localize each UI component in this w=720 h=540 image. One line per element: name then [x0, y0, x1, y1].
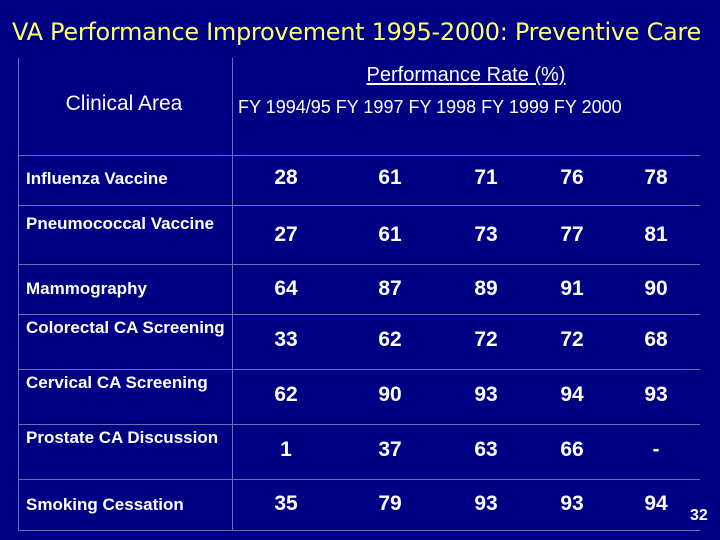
row-divider: [18, 424, 700, 425]
rate-cell: 35: [274, 492, 298, 515]
row-clinical-area: Influenza Vaccine: [26, 169, 168, 188]
row-divider: [18, 369, 700, 370]
row-divider: [18, 314, 700, 315]
row-clinical-area: Prostate CA Discussion: [26, 428, 219, 447]
rate-cell: 33: [274, 328, 298, 351]
slide-title: VA Performance Improvement 1995-2000: Pr…: [12, 18, 701, 46]
rate-cell: 93: [560, 492, 584, 515]
rate-cell: 87: [378, 277, 402, 300]
rate-cell: 37: [378, 438, 402, 461]
rate-cell: 90: [378, 383, 402, 406]
rate-cell: 71: [474, 166, 498, 189]
rate-cell: 94: [644, 492, 668, 515]
clinical-area-header: Clinical Area: [65, 92, 183, 115]
rate-cell: -: [652, 438, 660, 461]
rate-cell: 61: [378, 223, 402, 246]
rate-cell: 66: [560, 438, 584, 461]
rate-cell: 64: [274, 277, 298, 300]
row-clinical-area: Smoking Cessation: [26, 495, 184, 514]
row-clinical-area: Colorectal CA Screening: [26, 318, 225, 337]
rate-cell: 89: [474, 277, 498, 300]
rate-cell: 93: [474, 383, 498, 406]
table-bottom-border: [18, 530, 700, 531]
rate-cell: 72: [474, 328, 498, 351]
column-divider: [232, 58, 233, 530]
rate-cell: 76: [560, 166, 584, 189]
rate-cell: 72: [560, 328, 584, 351]
rate-cell: 62: [378, 328, 402, 351]
row-clinical-area: Cervical CA Screening: [26, 373, 208, 392]
rate-cell: 93: [644, 383, 668, 406]
rate-cell: 78: [644, 166, 668, 189]
rate-cell: 27: [274, 223, 298, 246]
row-divider: [18, 264, 700, 265]
rate-cell: 93: [474, 492, 498, 515]
fiscal-years-header: FY 1994/95 FY 1997 FY 1998 FY 1999 FY 20…: [238, 97, 622, 117]
performance-rate-header: Performance Rate (%): [366, 64, 566, 86]
rate-cell: 79: [378, 492, 402, 515]
rate-cell: 81: [644, 223, 668, 246]
rate-cell: 28: [274, 166, 298, 189]
row-divider: [18, 479, 700, 480]
row-clinical-area: Mammography: [26, 279, 147, 298]
rate-cell: 73: [474, 223, 498, 246]
rate-cell: 90: [644, 277, 668, 300]
row-clinical-area: Pneumococcal Vaccine: [26, 214, 215, 233]
rate-cell: 61: [378, 166, 402, 189]
table-frame: [18, 58, 701, 530]
rate-cell: 91: [560, 277, 584, 300]
page-number: 32: [690, 507, 708, 524]
rate-cell: 1: [280, 438, 292, 461]
header-divider: [18, 155, 700, 156]
row-divider: [18, 205, 700, 206]
rate-cell: 62: [274, 383, 298, 406]
rate-cell: 63: [474, 438, 498, 461]
rate-cell: 77: [560, 223, 584, 246]
rate-cell: 94: [560, 383, 584, 406]
rate-cell: 68: [644, 328, 668, 351]
